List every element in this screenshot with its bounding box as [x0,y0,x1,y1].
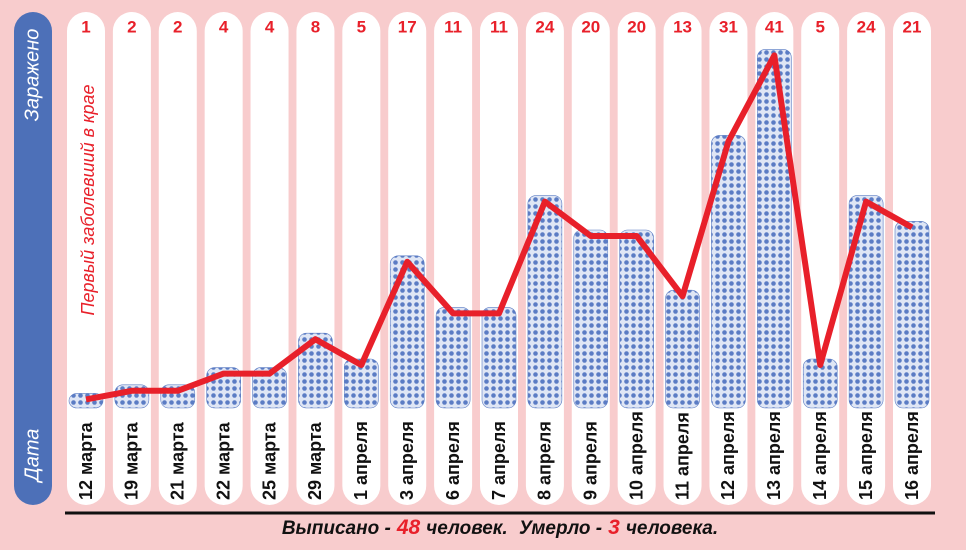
value-label: 2 [173,17,182,36]
bar [620,230,654,408]
bar [436,307,470,408]
x-tick-label: 7 апреля [489,421,509,500]
value-label: 24 [535,17,554,36]
x-tick-label: 13 апреля [764,411,784,500]
x-tick-label: 1 апреля [351,421,371,500]
value-label: 1 [81,17,90,36]
x-tick-label: 12 апреля [718,411,738,500]
footer: Выписано - 48 человек. Умерло - 3 человека. [60,516,940,540]
y-axis-label: Заражено [21,29,43,122]
value-label: 20 [627,17,646,36]
x-tick-label: 15 апреля [856,411,876,500]
bar [849,196,883,408]
bar [757,49,791,408]
chart: Заражено Дата 1 12 марта 2 19 марта 2 21 март… [0,0,966,550]
bar [482,307,516,408]
x-tick-label: 19 марта [122,421,142,500]
x-tick-label: 12 марта [76,421,96,500]
bar [666,290,700,408]
x-tick-label: 16 апреля [902,411,922,500]
x-tick-label: 29 марта [305,421,325,500]
died-unit: человека. [626,518,718,539]
value-label: 8 [311,17,320,36]
value-label: 13 [673,17,692,36]
discharged-count: 48 [397,516,420,539]
x-tick-label: 11 апреля [672,412,692,500]
died-label: Умерло - [519,518,602,539]
value-label: 41 [765,17,784,36]
page: {"chart_data": {"type": "bar_line", "y_a… [0,0,966,550]
value-label: 20 [581,17,600,36]
value-label: 24 [857,17,876,36]
x-axis-label: Дата [21,429,43,484]
value-label: 21 [903,17,922,36]
died-count: 3 [608,516,620,539]
value-label: 5 [357,17,366,36]
x-tick-label: 6 апреля [443,421,463,500]
x-tick-label: 25 марта [259,421,279,500]
value-label: 4 [219,17,229,36]
x-tick-label: 14 апреля [810,411,830,500]
discharged-label: Выписано - [282,518,391,539]
bar [574,230,608,408]
x-tick-label: 8 апреля [535,421,555,500]
value-label: 17 [398,17,417,36]
x-tick-label: 21 марта [168,421,188,500]
x-tick-label: 10 апреля [626,411,646,500]
value-label: 11 [490,17,508,36]
x-tick-label: 9 апреля [581,421,601,500]
annotation: Первый заболевший в крае [78,84,98,315]
value-label: 11 [444,17,462,36]
value-label: 5 [815,17,824,36]
value-label: 4 [265,17,275,36]
value-label: 31 [719,17,738,36]
value-label: 2 [127,17,136,36]
x-tick-label: 3 апреля [397,421,417,500]
bar [895,221,929,408]
x-tick-label: 22 марта [213,421,233,500]
discharged-unit: человек. [426,518,508,539]
